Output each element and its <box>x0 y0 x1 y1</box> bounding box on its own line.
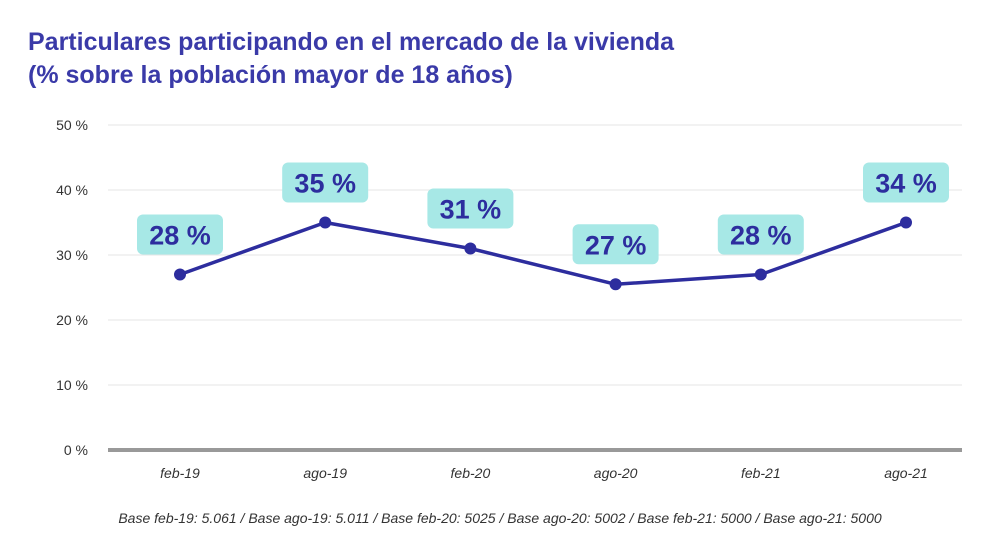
data-label-box <box>282 162 369 203</box>
data-label: 35 % <box>294 169 356 199</box>
data-point <box>609 278 622 291</box>
data-label-box <box>863 162 949 203</box>
x-tick-label: ago-21 <box>884 465 928 481</box>
base-footnote: Base feb-19: 5.061 / Base ago-19: 5.011 … <box>118 510 882 526</box>
y-axis: 0 % 10 % 20 % 30 % 40 % 50 % <box>56 117 88 458</box>
data-point <box>754 268 767 281</box>
x-axis: feb-19 ago-19 feb-20 ago-20 feb-21 ago-21 <box>108 448 962 481</box>
data-label-box <box>427 188 514 229</box>
data-label-box <box>572 224 659 265</box>
data-point <box>900 216 912 229</box>
y-tick-label: 50 % <box>56 117 88 133</box>
y-tick-label: 0 % <box>64 442 88 458</box>
x-tick-label: feb-19 <box>160 465 200 481</box>
data-label: 34 % <box>875 169 937 199</box>
chart-title-line-1: Particulares participando en el mercado … <box>28 28 675 56</box>
x-tick-label: ago-20 <box>594 465 638 481</box>
data-point <box>319 216 332 229</box>
data-label: 28 % <box>149 221 211 251</box>
y-tick-label: 40 % <box>56 182 88 198</box>
y-tick-label: 20 % <box>56 312 88 328</box>
data-label: 28 % <box>730 221 792 251</box>
chart-title: Particulares participando en el mercado … <box>28 26 674 92</box>
chart-title-line-2: (% sobre la población mayor de 18 años) <box>28 61 513 89</box>
series-line <box>179 220 907 287</box>
data-point <box>174 268 186 281</box>
data-label-box <box>717 214 804 255</box>
data-labels: 28 % 35 % 31 % 27 % 28 % 34 % <box>137 162 949 265</box>
x-tick-label: ago-19 <box>303 465 347 481</box>
data-label-box <box>137 214 223 255</box>
x-tick-label: feb-21 <box>741 465 781 481</box>
series-line-group <box>174 216 912 291</box>
data-label: 31 % <box>440 195 502 225</box>
data-label: 27 % <box>585 230 647 260</box>
y-tick-label: 10 % <box>56 377 88 393</box>
x-tick-label: feb-20 <box>451 465 491 481</box>
y-tick-label: 30 % <box>56 247 88 263</box>
data-point <box>464 242 477 255</box>
